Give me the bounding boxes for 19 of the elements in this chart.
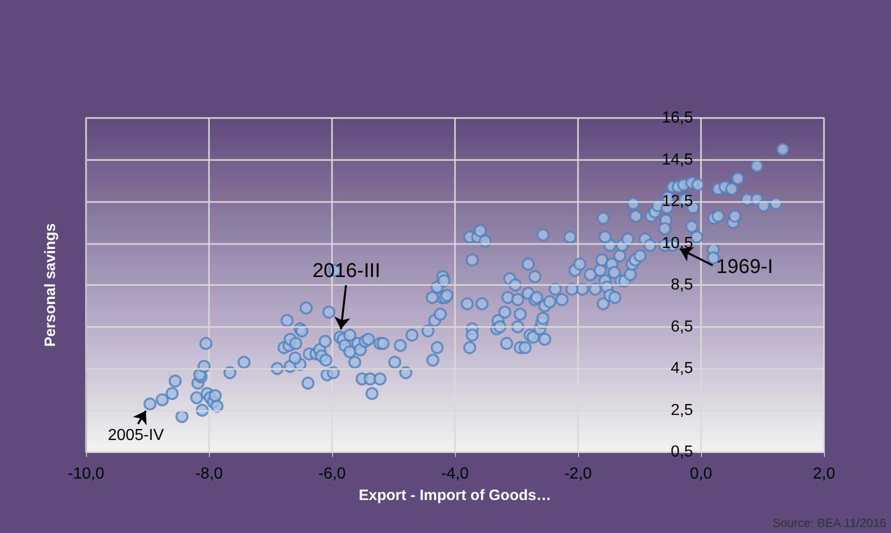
y-axis-title: Personal savings <box>42 223 59 347</box>
annotation: 2016-III <box>312 260 380 282</box>
annotation: 2005-IV <box>108 426 164 444</box>
y-tick-label: 12,5 <box>662 193 694 210</box>
x-tick-label: -6,0 <box>318 466 346 482</box>
y-tick-label: 10,5 <box>662 234 694 252</box>
x-tick-label: -10,0 <box>68 466 104 482</box>
source-note: Source: BEA 11/2016 <box>772 516 887 530</box>
x-tick-label: -8,0 <box>195 466 223 482</box>
y-tick-label: 4,5 <box>670 360 694 377</box>
x-tick-label: 0,0 <box>690 466 712 482</box>
y-tick-label: 6,5 <box>670 318 694 336</box>
x-tick-label: 2,0 <box>812 466 836 482</box>
x-axis-title: Export - Import of Goods… <box>358 487 552 504</box>
annotation: 1969-I <box>716 256 774 278</box>
x-tick-label: -4,0 <box>441 466 469 482</box>
y-tick-label: 2,5 <box>670 402 694 419</box>
y-tick-label: 8,5 <box>670 276 694 294</box>
x-tick-label: -2,0 <box>564 466 592 482</box>
